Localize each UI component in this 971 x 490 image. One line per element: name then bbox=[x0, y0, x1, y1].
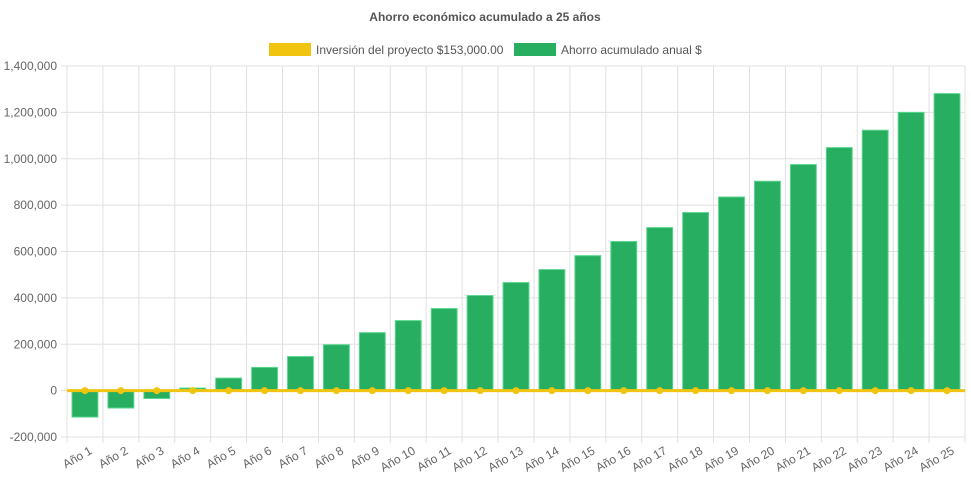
bar bbox=[897, 111, 925, 392]
grid bbox=[61, 65, 966, 443]
bar bbox=[574, 255, 602, 392]
investment-point bbox=[728, 387, 736, 395]
bar bbox=[466, 295, 494, 392]
x-tick-label: Año 13 bbox=[486, 443, 526, 474]
y-tick-label: 1,200,000 bbox=[4, 105, 58, 119]
y-tick-label: 600,000 bbox=[14, 245, 58, 259]
legend-swatch-savings bbox=[514, 43, 556, 56]
x-tick-label: Año 6 bbox=[240, 443, 274, 471]
x-tick-label: Año 11 bbox=[414, 443, 453, 474]
x-tick-label: Año 23 bbox=[845, 443, 885, 474]
x-tick-label: Año 16 bbox=[593, 443, 633, 474]
bar bbox=[933, 93, 961, 392]
bar bbox=[502, 282, 530, 392]
y-axis: -200,000 0 200,000 400,000 600,000 800,000 1,0… bbox=[4, 59, 58, 444]
investment-point bbox=[404, 387, 412, 395]
bar bbox=[754, 180, 781, 392]
investment-point bbox=[153, 387, 161, 395]
investment-point bbox=[763, 387, 771, 395]
x-tick-label: Año 20 bbox=[737, 443, 777, 474]
x-tick-label: Año 5 bbox=[204, 443, 238, 471]
bar bbox=[682, 212, 710, 392]
bar bbox=[718, 196, 745, 392]
y-tick-label: 200,000 bbox=[14, 337, 58, 351]
bar bbox=[358, 332, 386, 392]
x-tick-label: Año 17 bbox=[629, 443, 669, 474]
investment-point bbox=[907, 387, 915, 395]
legend-label-savings[interactable]: Ahorro acumulado anual $ bbox=[561, 43, 702, 57]
bar bbox=[430, 308, 458, 392]
investment-point bbox=[117, 387, 125, 395]
bar bbox=[610, 241, 638, 392]
x-tick-label: Año 21 bbox=[773, 443, 813, 474]
investment-point bbox=[261, 387, 269, 395]
investment-point bbox=[871, 387, 879, 395]
bars bbox=[71, 93, 961, 418]
legend-label-investment[interactable]: Inversión del proyecto $153,000.00 bbox=[316, 43, 504, 57]
x-tick-label: Año 2 bbox=[96, 443, 130, 471]
investment-point bbox=[692, 387, 700, 395]
investment-point bbox=[476, 387, 484, 395]
investment-point bbox=[81, 387, 89, 395]
x-axis: Año 1 Año 2 Año 3 Año 4 Año 5 Año 6 Año 7 Año 8… bbox=[60, 443, 957, 474]
y-tick-label: 0 bbox=[50, 384, 57, 398]
x-tick-label: Año 18 bbox=[665, 443, 705, 474]
investment-point bbox=[799, 387, 807, 395]
investment-point bbox=[943, 387, 951, 395]
investment-point bbox=[512, 387, 520, 395]
investment-point bbox=[835, 387, 843, 395]
legend-swatch-investment bbox=[269, 43, 311, 56]
x-tick-label: Año 8 bbox=[312, 443, 346, 471]
y-tick-label: 800,000 bbox=[14, 198, 58, 212]
y-tick-label: 400,000 bbox=[14, 291, 58, 305]
investment-point bbox=[440, 387, 448, 395]
bar bbox=[394, 320, 422, 392]
investment-point bbox=[332, 387, 340, 395]
bar bbox=[646, 227, 674, 392]
x-tick-label: Año 7 bbox=[276, 443, 310, 471]
x-tick-label: Año 9 bbox=[348, 443, 382, 471]
investment-point bbox=[189, 387, 197, 395]
investment-point bbox=[225, 387, 233, 395]
x-tick-label: Año 4 bbox=[168, 443, 202, 471]
bar bbox=[71, 390, 99, 418]
x-tick-label: Año 24 bbox=[881, 443, 921, 474]
x-tick-label: Año 25 bbox=[917, 443, 957, 474]
investment-point bbox=[656, 387, 664, 395]
y-tick-label: 1,000,000 bbox=[4, 152, 58, 166]
x-tick-label: Año 15 bbox=[557, 443, 597, 474]
y-tick-label: 1,400,000 bbox=[4, 59, 58, 73]
bar bbox=[825, 147, 853, 392]
investment-point bbox=[368, 387, 376, 395]
bar bbox=[538, 269, 566, 392]
bar bbox=[287, 356, 314, 392]
bar bbox=[322, 344, 350, 392]
x-tick-label: Año 12 bbox=[450, 443, 490, 474]
bar bbox=[861, 129, 889, 392]
investment-point bbox=[620, 387, 628, 395]
investment-line bbox=[67, 387, 965, 395]
x-tick-label: Año 22 bbox=[809, 443, 849, 474]
investment-point bbox=[584, 387, 592, 395]
x-tick-label: Año 1 bbox=[60, 443, 94, 471]
x-tick-label: Año 3 bbox=[132, 443, 166, 471]
x-tick-label: Año 10 bbox=[378, 443, 418, 474]
chart-title: Ahorro económico acumulado a 25 años bbox=[369, 10, 601, 24]
x-tick-label: Año 14 bbox=[521, 443, 561, 474]
investment-point bbox=[296, 387, 304, 395]
x-tick-label: Año 19 bbox=[701, 443, 741, 474]
y-tick-label: -200,000 bbox=[10, 430, 58, 444]
legend[interactable]: Inversión del proyecto $153,000.00 Ahorr… bbox=[269, 43, 702, 57]
bar bbox=[789, 164, 817, 392]
investment-point bbox=[548, 387, 556, 395]
